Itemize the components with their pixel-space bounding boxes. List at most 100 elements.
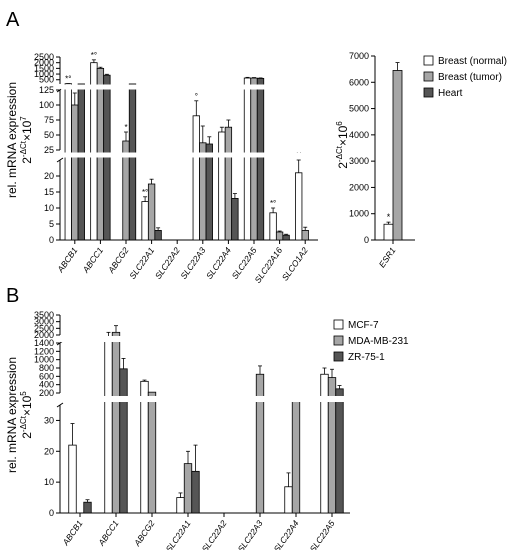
inset-y-tick-label: 3000 — [349, 156, 369, 166]
inset-y-tick-label: 7000 — [349, 51, 369, 61]
panel-b-y-tick-label: 0 — [49, 508, 54, 518]
panel-b-x-tick-label: SLC22A2 — [200, 518, 229, 550]
panel-a-bar — [218, 131, 226, 241]
panel-a-y-tick-label: 100 — [39, 100, 54, 110]
panel-a-y-axis-break — [56, 157, 64, 163]
panel-a-y-tick-label: 10 — [44, 203, 54, 213]
inset-ylabel: 2-ΔCt×106 — [335, 121, 350, 169]
legend-label: MDA-MB-231 — [348, 336, 409, 347]
inset-significance-mark: * — [387, 212, 391, 222]
panel-a-y-tick-label: 50 — [44, 130, 54, 140]
legend-swatch — [333, 351, 344, 362]
panel-a-y-tick-label: 1500 — [34, 63, 54, 73]
panel-a-y-tick-label: 1000 — [34, 69, 54, 79]
panel-a-significance-mark: *° — [91, 51, 97, 60]
inset-bar — [392, 70, 403, 241]
panel-b-bar — [191, 470, 200, 514]
panel-a-y-tick-label: 2500 — [34, 52, 54, 62]
inset-y-tick-label: 2000 — [349, 182, 369, 192]
panel-a-ylabel: rel. mRNA expression 2-ΔCt×107 — [5, 82, 34, 198]
panel-b-bar — [176, 497, 185, 514]
panel-a-y-tick-label: 0 — [49, 235, 54, 245]
panel-b-bar — [284, 486, 293, 514]
panel-b-y-axis-break — [56, 402, 64, 408]
panel-a-significance-mark: *° — [65, 75, 71, 84]
panel-b-bar — [104, 338, 113, 514]
panel-a-bar — [147, 183, 156, 241]
legend-swatch — [333, 319, 344, 330]
panel-b-y-tick-label: 20 — [44, 446, 54, 456]
panel-b-y-tick-label: 3500 — [34, 310, 54, 320]
panel-a-bar — [71, 104, 79, 241]
panel-b-bar — [111, 331, 121, 514]
panel-a-bar — [301, 229, 309, 241]
panel-a-inset-plot: 0 1000 2000 3000 4000 5000 6000 7000 * ESR1 Breast… — [349, 51, 507, 269]
panel-b-y-tick-label: 200 — [39, 388, 54, 398]
panel-b-x-tick-label: SLC22A4 — [272, 518, 301, 550]
panel-a-bar — [295, 172, 303, 241]
panel-b-y-tick-label: 400 — [39, 380, 54, 390]
panel-a-significance-mark: *° — [142, 188, 148, 197]
panel-a-y-tick-label: 20 — [44, 171, 54, 181]
panel-b-bar — [255, 373, 265, 514]
panel-a-bar — [128, 83, 137, 241]
panel-b-y-tick-label: 800 — [39, 363, 54, 373]
panel-a-y-tick-label: 15 — [44, 187, 54, 197]
inset-y-tick-label: 0 — [364, 235, 369, 245]
panel-a-bar — [64, 83, 72, 241]
panel-b-bar — [183, 463, 193, 514]
panel-b-y-tick-label: 2000 — [34, 330, 54, 340]
panel-a-bar — [77, 83, 85, 241]
panel-a-ylabel-line2: 2-ΔCt×107 — [19, 116, 34, 164]
inset-y-tick-label: 1000 — [349, 209, 369, 219]
panel-b-x-tick-label: SLC22A3 — [236, 518, 265, 550]
panel-a-x-tick-label: ABCC1 — [80, 245, 105, 275]
panel-a-y-tick-label: 2000 — [34, 58, 54, 68]
panel-b-ylabel: rel. mRNA expression 2-ΔCt×105 — [5, 357, 34, 473]
panel-a-bar — [231, 197, 239, 241]
panel-b-bar — [68, 444, 77, 514]
panel-a-significance-mark: *° — [270, 199, 276, 208]
panel-a-ylabel-line1: rel. mRNA expression — [5, 82, 19, 198]
panel-a-y-tick-label: 25 — [44, 145, 54, 155]
legend-label: Breast (normal) — [438, 56, 507, 67]
legend-label: ZR-75-1 — [348, 352, 385, 363]
panel-b-y-tick-label: 2500 — [34, 323, 54, 333]
legend-label: Heart — [438, 88, 463, 99]
panel-b-y-tick-label: 600 — [39, 371, 54, 381]
panel-a-y-tick-label: 125 — [39, 85, 54, 95]
inset-x-tick-label: ESR1 — [377, 245, 398, 269]
panel-a-y-tick-label: 5 — [49, 219, 54, 229]
legend-swatch — [423, 71, 434, 82]
inset-y-tick-label: 5000 — [349, 104, 369, 114]
panel-a-bar — [256, 77, 265, 241]
panel-b-y-tick-label: 1400 — [34, 338, 54, 348]
panel-b-ylabel-line1: rel. mRNA expression — [5, 357, 19, 473]
panel-a-bar — [205, 143, 213, 241]
inset-y-tick-label: 4000 — [349, 130, 369, 140]
panel-a-bar — [141, 201, 149, 241]
panel-a-bar — [224, 126, 233, 241]
panel-b-y-tick-label: 1000 — [34, 355, 54, 365]
panel-b-y-tick-label: 3000 — [34, 317, 54, 327]
legend-label: MCF-7 — [348, 320, 379, 331]
legend-swatch — [423, 55, 434, 66]
inset-bar — [383, 223, 394, 241]
panel-label-a: A — [6, 9, 20, 31]
panel-a-bar — [282, 234, 290, 241]
panel-a-bar — [275, 231, 284, 241]
panel-a-y-tick-label: 500 — [39, 75, 54, 85]
panel-b-x-tick-label: SLC22A5 — [308, 518, 337, 550]
legend-swatch — [423, 87, 434, 98]
panel-a-bar — [154, 229, 162, 241]
panel-a-bar — [250, 77, 258, 241]
panel-a-bar — [192, 115, 200, 241]
panel-a-significance-mark: * — [124, 123, 127, 132]
panel-b-bar — [83, 501, 92, 514]
panel-a-bar — [269, 212, 277, 241]
panel-a-x-tick-label: ABCG2 — [105, 245, 130, 275]
panel-b-x-tick-label: ABCB1 — [60, 518, 85, 548]
panel-a-significance-mark: ° — [195, 92, 198, 101]
inset-y-tick-label: 6000 — [349, 77, 369, 87]
